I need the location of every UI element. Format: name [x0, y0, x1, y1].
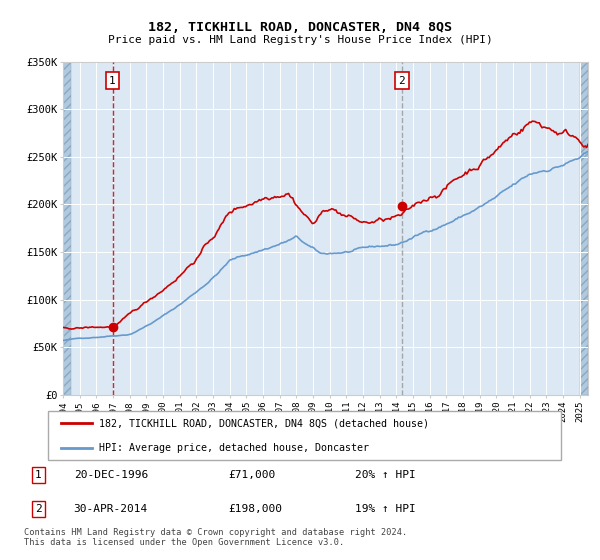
- Text: Contains HM Land Registry data © Crown copyright and database right 2024.
This d: Contains HM Land Registry data © Crown c…: [24, 528, 407, 547]
- Text: 1: 1: [35, 470, 42, 480]
- Text: Price paid vs. HM Land Registry's House Price Index (HPI): Price paid vs. HM Land Registry's House …: [107, 35, 493, 45]
- Text: 19% ↑ HPI: 19% ↑ HPI: [355, 504, 416, 514]
- Bar: [63, 62, 71, 395]
- Text: 2: 2: [398, 76, 405, 86]
- Text: 2: 2: [35, 504, 42, 514]
- Text: 1: 1: [109, 76, 116, 86]
- Text: 182, TICKHILL ROAD, DONCASTER, DN4 8QS: 182, TICKHILL ROAD, DONCASTER, DN4 8QS: [148, 21, 452, 34]
- Text: 182, TICKHILL ROAD, DONCASTER, DN4 8QS (detached house): 182, TICKHILL ROAD, DONCASTER, DN4 8QS (…: [100, 419, 430, 429]
- Text: HPI: Average price, detached house, Doncaster: HPI: Average price, detached house, Donc…: [100, 444, 370, 454]
- Bar: [580, 62, 588, 395]
- Text: £198,000: £198,000: [228, 504, 282, 514]
- Text: 20% ↑ HPI: 20% ↑ HPI: [355, 470, 416, 480]
- Text: £71,000: £71,000: [228, 470, 275, 480]
- Text: 20-DEC-1996: 20-DEC-1996: [74, 470, 148, 480]
- Text: 30-APR-2014: 30-APR-2014: [74, 504, 148, 514]
- FancyBboxPatch shape: [48, 411, 561, 460]
